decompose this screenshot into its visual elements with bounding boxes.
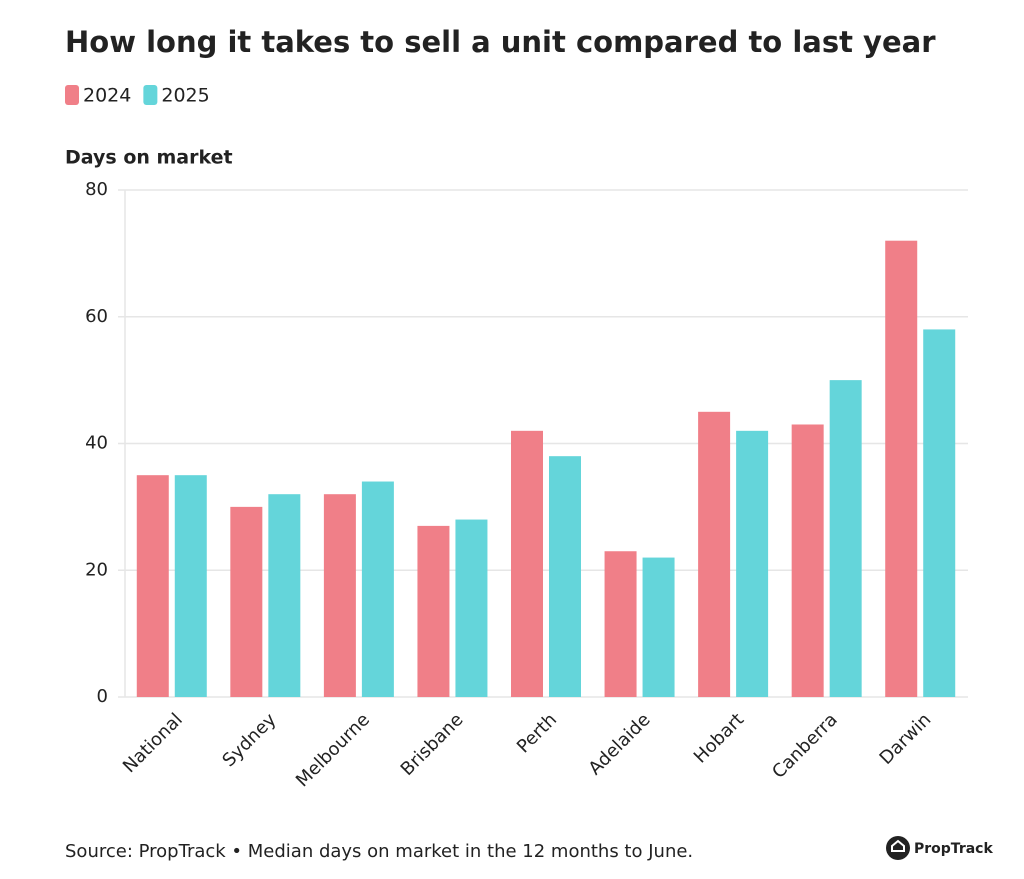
y-tick-label: 40: [85, 433, 108, 454]
x-tick-label: Canberra: [768, 709, 842, 783]
x-tick-label: Sydney: [218, 709, 280, 771]
brand-name: PropTrack: [914, 841, 993, 857]
bar: [885, 240, 918, 697]
legend-label: 2025: [161, 85, 209, 107]
bar: [829, 380, 862, 697]
chart-title: How long it takes to sell a unit compare…: [65, 25, 936, 59]
bar: [230, 506, 263, 697]
bar: [511, 430, 543, 697]
legend: 2024 2025: [65, 85, 210, 107]
source-note: Source: PropTrack • Median days on marke…: [65, 841, 693, 862]
bar: [698, 411, 731, 697]
legend-swatch: [143, 85, 158, 105]
x-tick-label: Adelaide: [585, 709, 655, 779]
bar: [268, 494, 301, 697]
bar: [323, 494, 356, 697]
x-tick-label: Brisbane: [397, 709, 468, 780]
x-tick-label: Perth: [513, 709, 561, 757]
bar: [642, 557, 675, 697]
legend-swatch: [65, 85, 79, 105]
x-tick-label: Melbourne: [292, 709, 374, 791]
bar: [549, 456, 581, 697]
x-tick-label: Hobart: [690, 709, 748, 767]
bar: [417, 525, 450, 697]
bar: [736, 430, 769, 697]
y-tick-label: 20: [85, 559, 108, 580]
logo-house: [891, 839, 905, 852]
bar: [361, 481, 394, 697]
bar: [455, 519, 488, 697]
y-axis-label: Days on market: [65, 147, 233, 169]
bar: [923, 329, 956, 697]
brand-logo: PropTrack: [886, 836, 993, 860]
bar: [174, 475, 207, 697]
x-tick-label: National: [119, 709, 187, 777]
bar: [791, 424, 824, 697]
bar: [604, 551, 637, 697]
legend-label: 2024: [83, 85, 131, 107]
y-tick-label: 80: [85, 179, 108, 200]
y-tick-label: 60: [85, 306, 108, 327]
x-tick-label: Darwin: [876, 709, 936, 769]
y-tick-label: 0: [97, 686, 108, 707]
bar: [136, 475, 169, 697]
logo-icon: [886, 836, 910, 860]
